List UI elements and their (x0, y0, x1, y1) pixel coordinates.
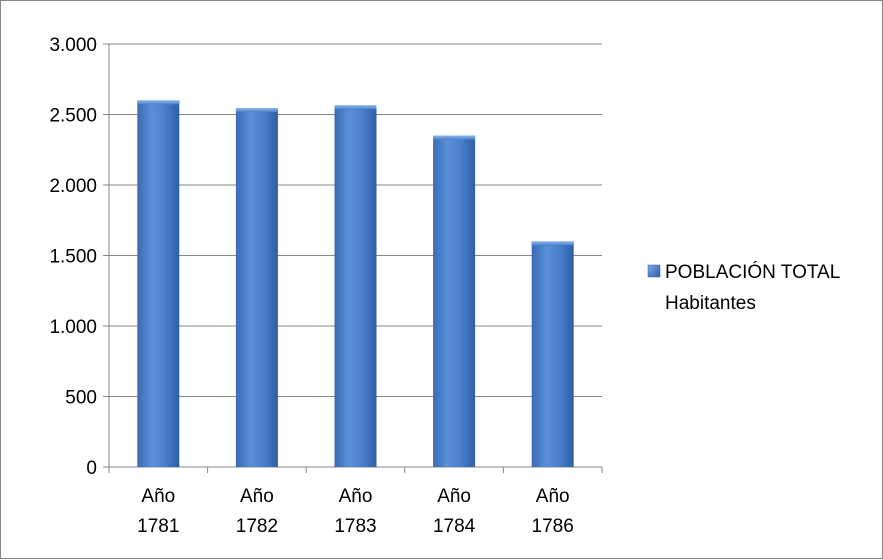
x-tick-label: 1784 (433, 516, 476, 537)
y-tick-label: 3.000 (49, 35, 97, 56)
x-tick-label: 1782 (236, 516, 278, 537)
bar-body (334, 105, 377, 468)
x-tick-label: 1786 (532, 516, 574, 537)
bar-body (531, 241, 574, 467)
legend-label-line-2: Habitantes (665, 293, 756, 314)
bar-body (433, 135, 476, 467)
bar (137, 100, 180, 468)
y-tick-label: 1.000 (49, 317, 97, 338)
bar (235, 108, 278, 467)
bars (137, 100, 574, 468)
y-tick-labels: 0 500 1.000 1.500 2.000 2.500 3.000 (49, 35, 97, 479)
y-tick-label: 0 (86, 458, 97, 479)
legend: POBLACIÓN TOTAL Habitantes (647, 261, 840, 314)
legend-swatch (647, 264, 661, 278)
bar-body (235, 108, 278, 467)
bar-cap (235, 108, 278, 113)
x-tick-label: Año (437, 486, 471, 507)
y-tick-label: 1.500 (49, 247, 97, 268)
bar-cap (531, 241, 574, 246)
x-tick-label: Año (339, 486, 373, 507)
x-tick-label: Año (141, 486, 175, 507)
bar-cap (334, 105, 377, 110)
y-tick-label: 500 (65, 388, 97, 409)
bar (334, 105, 377, 468)
legend-label-line-1: POBLACIÓN TOTAL (665, 261, 840, 283)
x-tick-label: Año (240, 486, 274, 507)
x-tick-label: 1783 (334, 516, 376, 537)
bar (433, 135, 476, 467)
bar (531, 241, 574, 467)
x-tick-label: 1781 (137, 516, 179, 537)
y-tick-label: 2.000 (49, 176, 97, 197)
x-tick-label: Año (536, 486, 570, 507)
bar-body (137, 100, 180, 468)
bar-cap (433, 135, 476, 140)
y-tick-label: 2.500 (49, 106, 97, 127)
x-tick-labels: Año 1781 Año 1782 Año 1783 Año 1784 Año 1786 (137, 486, 574, 537)
bar-cap (137, 100, 180, 105)
